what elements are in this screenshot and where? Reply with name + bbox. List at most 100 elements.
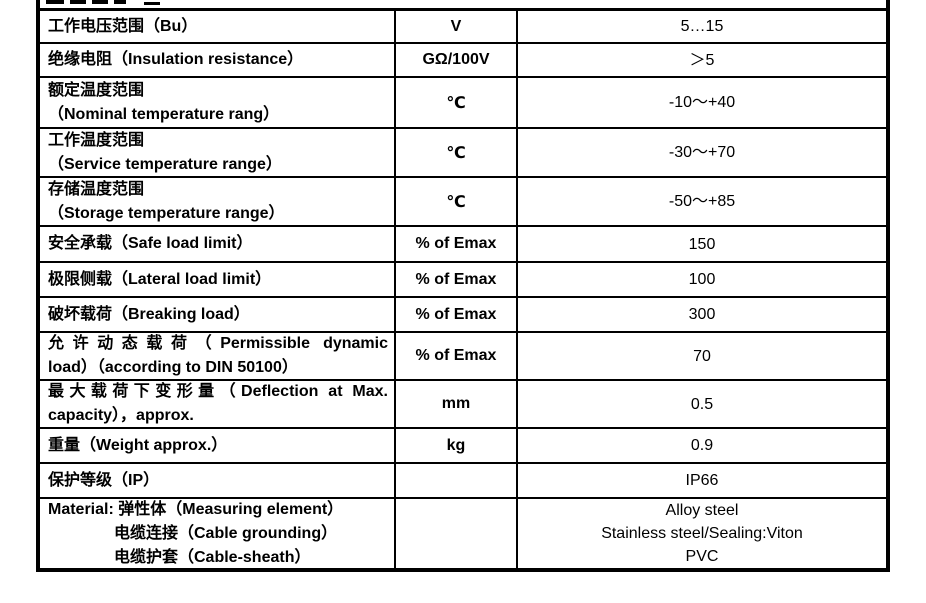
clipped-text-remnant — [46, 0, 64, 4]
unit-label: V — [450, 17, 462, 35]
value-cell: 70 — [518, 333, 886, 379]
unit-cell: kg — [396, 429, 518, 462]
table-row: 安全承载（Safe load limit） % of Emax 150 — [40, 227, 886, 263]
unit-label: % of Emax — [415, 235, 497, 252]
value-cell: 5…15 — [518, 11, 886, 42]
parameter-label: 破坏载荷（Breaking load） — [48, 305, 250, 323]
table-row: 重量（Weight approx.） kg 0.9 — [40, 429, 886, 464]
parameter-label: 额定温度范围 — [48, 81, 145, 99]
value-text: Stainless steel/Sealing:Viton — [601, 525, 803, 542]
value-text: 5…15 — [680, 18, 724, 35]
value-text: ＞5 — [689, 51, 715, 69]
value-cell: 150 — [518, 227, 886, 261]
unit-cell: GΩ/100V — [396, 44, 518, 76]
value-cell: -50～+85 — [518, 178, 886, 225]
parameter-label: 存储温度范围 — [48, 180, 145, 198]
value-cell: IP66 — [518, 464, 886, 497]
table-body: 工作电压范围（Bu） V 5…15 绝缘电阻（Insulation resistanc… — [40, 11, 886, 568]
parameter-label: 保护等级（IP） — [48, 471, 160, 489]
parameter-label: （Nominal temperature rang） — [48, 105, 280, 123]
parameter-cell: 允许动态载荷（Permissible dynamic load）（accordin… — [40, 333, 396, 379]
parameter-cell: 额定温度范围 （Nominal temperature rang） — [40, 78, 396, 127]
table-row: 允许动态载荷（Permissible dynamic load）（accordin… — [40, 333, 886, 381]
unit-cell: ℃ — [396, 178, 518, 225]
value-cell: -10～+40 — [518, 78, 886, 127]
value-cell: -30～+70 — [518, 129, 886, 176]
table-row: 工作温度范围 （Service temperature range） ℃ -30～+7… — [40, 129, 886, 178]
value-text: -10～+40 — [668, 94, 736, 111]
value-text: Alloy steel — [665, 502, 739, 519]
unit-label: mm — [441, 395, 471, 412]
unit-cell: ℃ — [396, 78, 518, 127]
value-cell: 0.9 — [518, 429, 886, 462]
parameter-cell: 保护等级（IP） — [40, 464, 396, 497]
parameter-label: 电缆连接（Cable grounding） — [114, 524, 338, 542]
parameter-label: 最大载荷下变形量（Deflection at Max. — [48, 383, 388, 400]
parameter-cell: 存储温度范围 （Storage temperature range） — [40, 178, 396, 225]
value-text: -30～+70 — [668, 144, 736, 161]
parameter-cell: 极限侧载（Lateral load limit） — [40, 263, 396, 296]
value-text: 150 — [688, 235, 716, 253]
table-row: 存储温度范围 （Storage temperature range） ℃ -50～+8… — [40, 178, 886, 227]
parameter-label: 允许动态载荷（Permissible dynamic — [48, 335, 388, 352]
unit-cell — [396, 499, 518, 568]
parameter-cell: 绝缘电阻（Insulation resistance） — [40, 44, 396, 76]
value-cell: 100 — [518, 263, 886, 296]
unit-cell: % of Emax — [396, 298, 518, 331]
unit-cell: % of Emax — [396, 263, 518, 296]
parameter-cell: 重量（Weight approx.） — [40, 429, 396, 462]
specification-table: 工作电压范围（Bu） V 5…15 绝缘电阻（Insulation resistanc… — [36, 0, 890, 572]
table-row: 工作电压范围（Bu） V 5…15 — [40, 11, 886, 44]
table-row: 额定温度范围 （Nominal temperature rang） ℃ -10～+40 — [40, 78, 886, 129]
parameter-cell: 工作电压范围（Bu） — [40, 11, 396, 42]
clipped-table-row — [40, 0, 886, 11]
unit-label: % of Emax — [415, 270, 497, 288]
value-text: -50～+85 — [668, 193, 736, 210]
value-cell: 300 — [518, 298, 886, 331]
parameter-label: load）（according to DIN 50100） — [48, 359, 298, 376]
parameter-label: 安全承载（Safe load limit） — [48, 235, 253, 252]
unit-label: ℃ — [446, 94, 466, 112]
parameter-label: capacity），approx. — [48, 407, 194, 424]
clipped-text-remnant — [114, 0, 126, 4]
table-row: 保护等级（IP） IP66 — [40, 464, 886, 499]
table-row: Material: 弹性体（Measuring element） 电缆连接（Cab… — [40, 499, 886, 568]
parameter-cell: 工作温度范围 （Service temperature range） — [40, 129, 396, 176]
table-row: 绝缘电阻（Insulation resistance） GΩ/100V ＞5 — [40, 44, 886, 78]
value-cell: 0.5 — [518, 381, 886, 427]
value-text: IP66 — [685, 472, 719, 489]
unit-cell: ℃ — [396, 129, 518, 176]
clipped-text-remnant — [144, 2, 160, 5]
unit-label: % of Emax — [415, 347, 497, 364]
unit-label: GΩ/100V — [422, 51, 490, 68]
unit-label: ℃ — [446, 193, 466, 211]
unit-label: ℃ — [446, 144, 466, 162]
value-text: 70 — [693, 347, 711, 365]
unit-cell: % of Emax — [396, 227, 518, 261]
unit-cell: % of Emax — [396, 333, 518, 379]
value-cell: Alloy steel Stainless steel/Sealing:Viton… — [518, 499, 886, 568]
value-text: PVC — [685, 548, 719, 565]
value-text: 300 — [688, 306, 716, 323]
parameter-cell: 安全承载（Safe load limit） — [40, 227, 396, 261]
unit-label: % of Emax — [415, 305, 497, 323]
parameter-label: 重量（Weight approx.） — [48, 436, 228, 454]
clipped-text-remnant — [70, 0, 86, 4]
parameter-label: （Service temperature range） — [48, 155, 282, 173]
parameter-cell: 最大载荷下变形量（Deflection at Max. capacity），app… — [40, 381, 396, 427]
parameter-label: 工作电压范围（Bu） — [48, 17, 198, 35]
parameter-label: （Storage temperature range） — [48, 204, 285, 222]
parameter-label: 极限侧载（Lateral load limit） — [48, 270, 272, 288]
table-row: 破坏载荷（Breaking load） % of Emax 300 — [40, 298, 886, 333]
parameter-label: Material: 弹性体（Measuring element） — [48, 500, 344, 518]
value-cell: ＞5 — [518, 44, 886, 76]
unit-cell — [396, 464, 518, 497]
table-row: 极限侧载（Lateral load limit） % of Emax 100 — [40, 263, 886, 298]
value-text: 100 — [688, 271, 716, 288]
parameter-cell: 破坏载荷（Breaking load） — [40, 298, 396, 331]
unit-cell: mm — [396, 381, 518, 427]
unit-cell: V — [396, 11, 518, 42]
parameter-cell: Material: 弹性体（Measuring element） 电缆连接（Cab… — [40, 499, 396, 568]
clipped-text-remnant — [92, 0, 108, 4]
